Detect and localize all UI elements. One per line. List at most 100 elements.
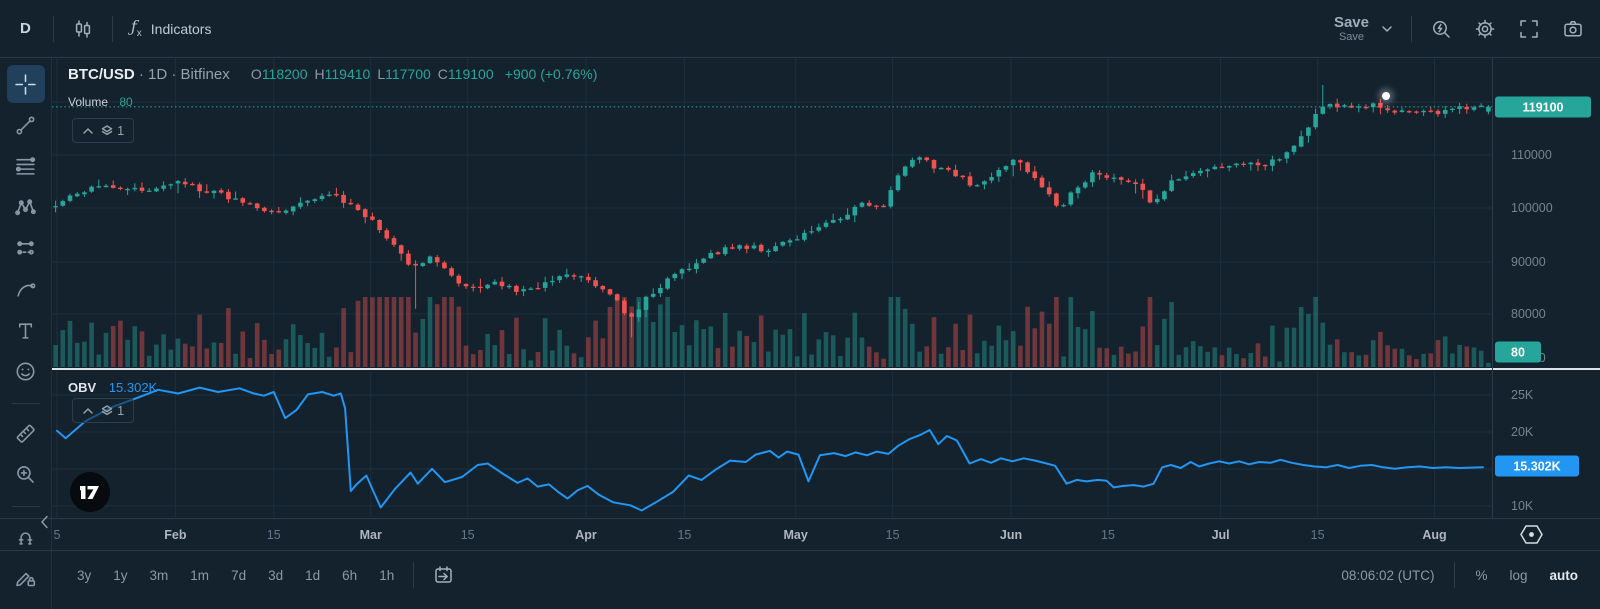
pane-divider[interactable] [52, 368, 1600, 370]
collapse-pane-button[interactable] [82, 406, 94, 416]
tool-fib-retracement[interactable] [7, 147, 45, 185]
layers-count: 1 [117, 123, 125, 138]
camera-snapshot-button[interactable] [1556, 12, 1590, 46]
calendar-arrow-icon [433, 565, 454, 585]
settings-gear-icon [1475, 19, 1495, 39]
auto-scale-button[interactable]: auto [1544, 564, 1585, 587]
range-1h-button[interactable]: 1h [372, 564, 401, 587]
candles-icon [73, 19, 93, 39]
camera-snapshot-icon [1563, 19, 1583, 39]
obv-legend[interactable]: OBV 15.302K [68, 380, 157, 395]
axis-tick-label: 10K [1511, 499, 1534, 513]
tool-crosshair[interactable] [6, 65, 45, 103]
chart-plot-area[interactable]: BTC/USD · 1D · Bitfinex O118200 H119410 L1… [52, 58, 1600, 518]
tool-magnet[interactable] [7, 517, 45, 555]
symbol-name[interactable]: BTC/USD [68, 66, 135, 83]
save-options-button[interactable] [1375, 12, 1399, 46]
zoom-in-icon [15, 464, 36, 485]
tool-text-tool[interactable] [7, 311, 45, 349]
toolbar-separator [413, 562, 415, 588]
tool-lock-drawings[interactable] [7, 558, 45, 596]
long-position-icon [15, 238, 36, 259]
ohlc-value: 119410 [324, 66, 371, 82]
toolbar-separator [11, 403, 40, 404]
quick-search-button[interactable] [1424, 12, 1458, 46]
time-tick-label: Aug [1422, 527, 1447, 542]
objects-tree-button[interactable]: 1 [101, 403, 124, 418]
tool-xabcd-pattern[interactable] [7, 188, 45, 226]
layers-icon [101, 125, 113, 136]
range-1m-button[interactable]: 1m [183, 564, 216, 587]
axis-tick-label: 25K [1511, 388, 1534, 402]
range-7d-button[interactable]: 7d [224, 564, 253, 587]
save-sub-label: Save [1338, 30, 1365, 43]
chevron-up-icon [83, 407, 93, 414]
axis-tick-label: 100000 [1511, 201, 1553, 215]
tool-emoji[interactable] [7, 352, 45, 390]
brush-icon [15, 279, 36, 300]
time-tick-label: May [783, 527, 808, 542]
ruler-icon [15, 423, 36, 444]
time-tick-label: Mar [359, 527, 382, 542]
chevron-up-icon [83, 127, 93, 134]
objects-tree-button[interactable]: 1 [101, 123, 124, 138]
time-tick-label: Jul [1211, 527, 1230, 542]
timezone-clock[interactable]: 08:06:02 (UTC) [1335, 564, 1440, 587]
collapse-toolbar-button[interactable] [40, 514, 56, 530]
volume-value-badge: 80 [1495, 341, 1541, 363]
save-button[interactable]: Save Save [1328, 12, 1375, 46]
fullscreen-icon [1519, 19, 1539, 39]
tool-zoom-in[interactable] [7, 455, 45, 493]
tool-trend-line[interactable] [7, 106, 45, 144]
range-1d-button[interactable]: 1d [298, 564, 327, 587]
axis-tick-label: 80000 [1511, 307, 1546, 321]
range-3y-button[interactable]: 3y [70, 564, 98, 587]
settings-gear-button[interactable] [1468, 12, 1502, 46]
price-pane[interactable] [52, 58, 1492, 369]
symbol-legend[interactable]: BTC/USD · 1D · Bitfinex O118200 H119410 L1… [68, 66, 597, 83]
tool-long-position[interactable] [7, 229, 45, 267]
interval-label: 1D [148, 66, 168, 83]
crosshair-icon [15, 73, 36, 95]
ohlc-value: 117700 [385, 66, 431, 82]
separator-dot: · [138, 66, 144, 83]
range-3m-button[interactable]: 3m [143, 564, 176, 587]
tool-ruler[interactable] [7, 414, 45, 452]
axis-settings-button[interactable] [1518, 521, 1545, 548]
tool-brush[interactable] [7, 270, 45, 308]
chevron-left-icon [40, 515, 56, 529]
trend-line-icon [15, 115, 36, 136]
axis-tick-label: 90000 [1511, 255, 1546, 269]
exchange-label: Bitfinex [180, 66, 230, 83]
chevron-down-icon [1382, 25, 1392, 33]
magnet-icon [15, 526, 36, 547]
time-axis[interactable]: 5 Feb 15 Mar 15 Apr 15 May 15 Jun 15 Jul 15 Aug [0, 518, 1600, 550]
volume-legend[interactable]: Volume 80 [68, 95, 133, 109]
chart-style-button[interactable] [66, 12, 100, 46]
tradingview-logo[interactable] [69, 471, 111, 513]
time-tick-label: 15 [266, 527, 281, 542]
range-3d-button[interactable]: 3d [261, 564, 290, 587]
xabcd-pattern-icon [15, 197, 36, 218]
emoji-icon [15, 361, 36, 382]
ohlc-value: 118200 [261, 66, 308, 82]
range-1y-button[interactable]: 1y [106, 564, 134, 587]
change-value: +900 (+0.76%) [504, 66, 598, 82]
go-to-date-button[interactable] [426, 558, 460, 592]
bottom-toolbar: 3y 1y 3m 1m 7d 3d 1d 6h 1h 08:06:02 (UTC) % log … [0, 550, 1600, 609]
layers-icon [101, 405, 113, 416]
time-tick-label: 15 [677, 527, 692, 542]
indicators-button[interactable]: ƒx Indicators [125, 13, 218, 43]
percent-scale-button[interactable]: % [1469, 564, 1493, 587]
toolbar-separator [1454, 562, 1456, 588]
log-scale-button[interactable]: log [1503, 564, 1533, 587]
fullscreen-button[interactable] [1512, 12, 1546, 46]
collapse-pane-button[interactable] [82, 126, 94, 136]
layers-count: 1 [117, 403, 125, 418]
range-6h-button[interactable]: 6h [335, 564, 364, 587]
interval-button[interactable]: D [10, 16, 41, 41]
price-axis[interactable]: 119100 80 15.302K 110000 100000 90000 80000… [1492, 58, 1600, 518]
obv-pane[interactable] [52, 371, 1492, 517]
time-tick-label: 15 [885, 527, 900, 542]
